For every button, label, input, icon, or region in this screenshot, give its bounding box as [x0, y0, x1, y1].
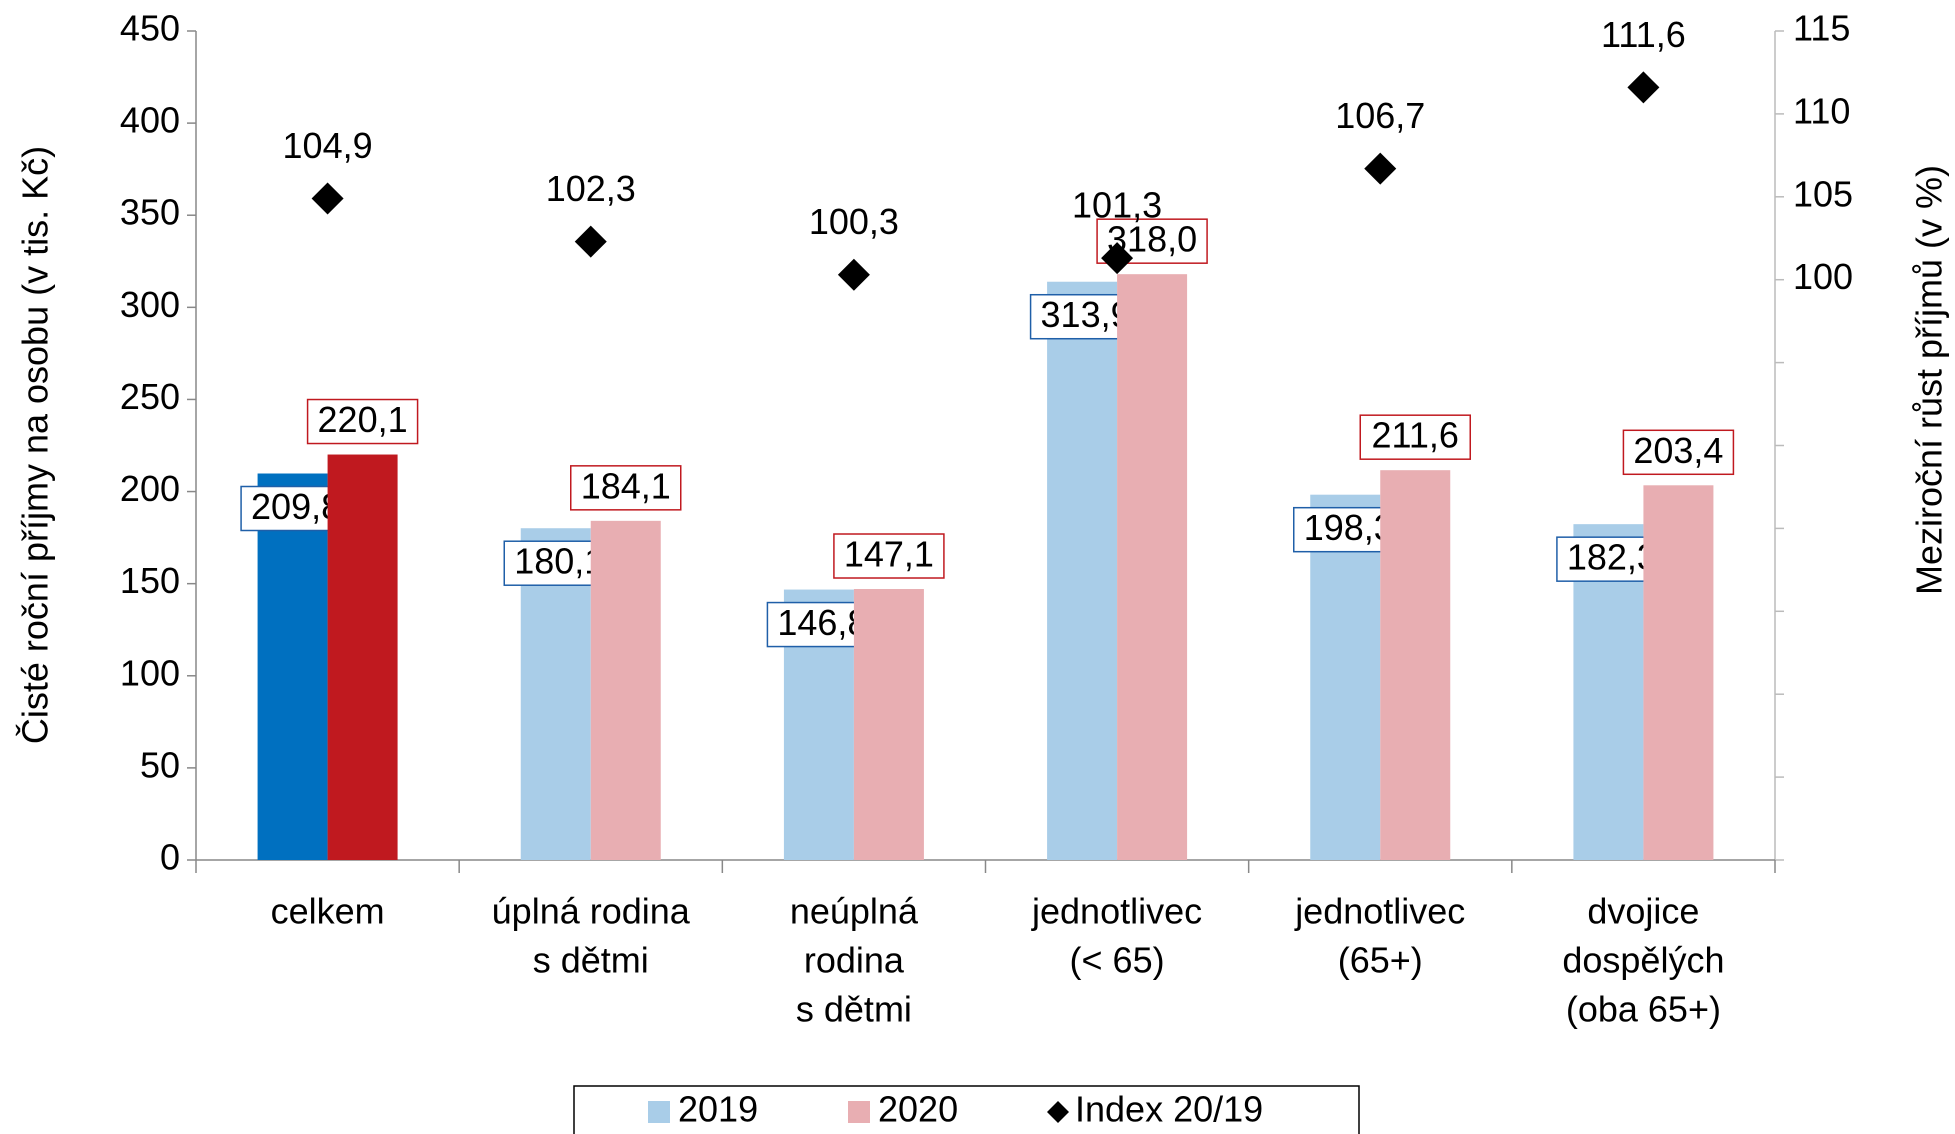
x-tick-label: jednotlivec: [1294, 891, 1465, 932]
value-label: 184,1: [581, 465, 671, 506]
y-tick-label: 300: [120, 284, 180, 325]
value-label: 101,3: [1072, 185, 1162, 226]
legend-swatch: [848, 1101, 870, 1123]
bar: [257, 473, 328, 860]
y-axis-title: Čisté roční příjmy na osobu (v tis. Kč): [15, 146, 56, 744]
x-tick-label: rodina: [804, 940, 905, 981]
x-tick-label: s dětmi: [796, 989, 912, 1030]
x-tick-label: (65+): [1338, 940, 1423, 981]
value-label: 111,6: [1601, 14, 1686, 55]
index-marker: [1101, 242, 1134, 275]
y2-tick-label: 100: [1793, 256, 1853, 297]
y-tick-label: 150: [120, 560, 180, 601]
index-marker: [1627, 71, 1660, 104]
bar: [1047, 281, 1118, 860]
y2-tick-label: 115: [1793, 8, 1850, 49]
bar: [1310, 494, 1381, 860]
value-label: 203,4: [1633, 430, 1723, 471]
x-tick-label: s dětmi: [533, 940, 649, 981]
value-label: 102,3: [546, 168, 636, 209]
value-label: 209,8: [251, 486, 341, 527]
y2-axis-title: Meziroční růst příjmů (v %): [1909, 165, 1950, 595]
index-marker: [1364, 152, 1397, 185]
bar: [1380, 470, 1451, 860]
legend-swatch: [648, 1101, 670, 1123]
x-tick-label: (< 65): [1070, 940, 1165, 981]
legend-box: [573, 1085, 1360, 1134]
value-label-box: [306, 398, 419, 445]
bar: [1643, 485, 1714, 860]
y-tick-label: 450: [120, 8, 180, 49]
y-tick-label: 250: [120, 376, 180, 417]
x-tick-label: celkem: [271, 891, 385, 932]
value-label: 147,1: [844, 534, 934, 575]
value-label: 100,3: [809, 201, 899, 242]
value-label-box: [1622, 429, 1735, 476]
y-tick-label: 200: [120, 468, 180, 509]
y2-tick-label: 110: [1793, 90, 1850, 131]
value-label: 104,9: [283, 125, 373, 166]
x-tick-label: (oba 65+): [1566, 989, 1721, 1030]
bar: [853, 589, 924, 860]
value-label: 180,1: [514, 541, 604, 582]
value-label-box: [833, 533, 945, 579]
x-tick-label: úplná rodina: [492, 891, 691, 932]
y-tick-label: 350: [120, 192, 180, 233]
value-label: 220,1: [318, 399, 408, 440]
value-label: 211,6: [1372, 415, 1459, 456]
index-marker: [574, 225, 607, 258]
x-tick-label: neúplná: [790, 891, 919, 932]
bar: [1117, 274, 1188, 860]
value-label: 182,3: [1567, 537, 1657, 578]
legend-label: Index 20/19: [1075, 1089, 1263, 1130]
y-tick-label: 400: [120, 100, 180, 141]
legend-label: 2019: [678, 1089, 758, 1130]
bar: [327, 454, 398, 860]
legend-label: 2020: [878, 1089, 958, 1130]
bar: [590, 520, 661, 860]
index-marker: [311, 182, 344, 215]
value-label: 313,9: [1041, 294, 1131, 335]
x-tick-label: dvojice: [1587, 891, 1699, 932]
value-label-box: [1359, 414, 1471, 460]
index-marker: [837, 258, 870, 291]
y2-tick-label: 105: [1793, 173, 1853, 214]
y-tick-label: 50: [140, 744, 180, 785]
x-tick-label: dospělých: [1562, 940, 1724, 981]
y-tick-label: 0: [160, 837, 180, 878]
x-tick-label: jednotlivec: [1031, 891, 1202, 932]
y-tick-label: 100: [120, 652, 180, 693]
legend-swatch: [1047, 1101, 1069, 1123]
value-label-box: [570, 465, 682, 511]
value-label: 146,8: [777, 602, 867, 643]
value-label: 198,3: [1304, 507, 1394, 548]
value-label: 106,7: [1335, 95, 1425, 136]
